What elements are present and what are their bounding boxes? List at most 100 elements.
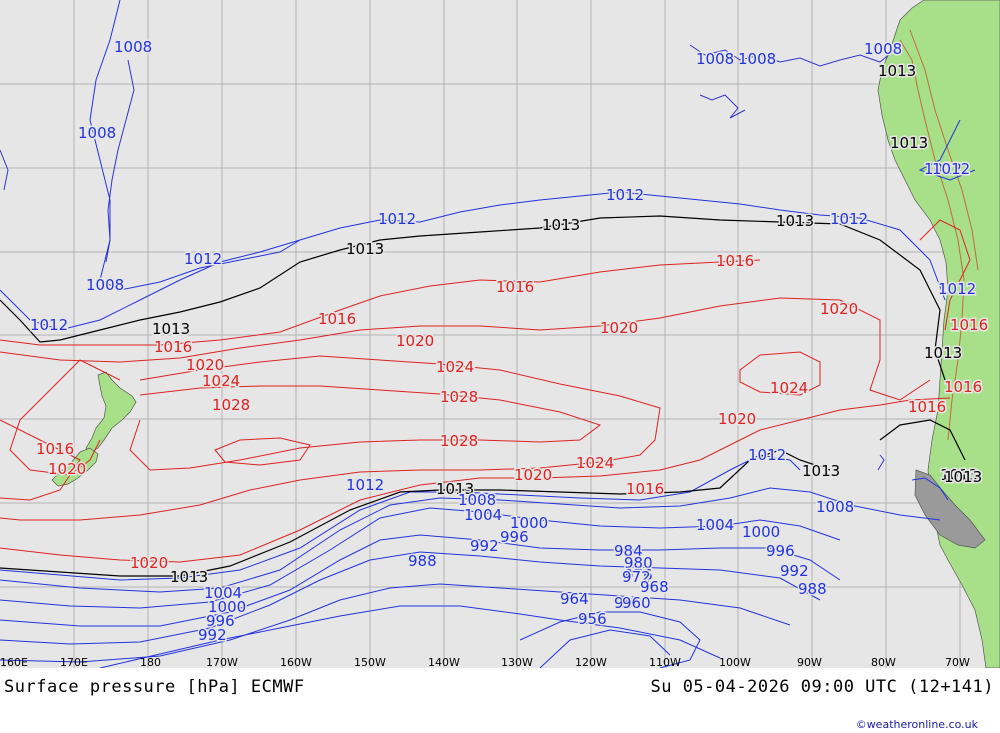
isobar-label: 1013 bbox=[170, 568, 208, 586]
lon-label-90w: 90W bbox=[797, 656, 822, 668]
lon-label-160w: 160W bbox=[280, 656, 312, 668]
isobar-label: 1012 bbox=[346, 476, 384, 494]
isobars-low bbox=[0, 0, 976, 668]
isobar-label: 976 bbox=[624, 566, 653, 584]
lon-label-110w: 110W bbox=[649, 656, 681, 668]
isobar-label: 1000 bbox=[742, 523, 780, 541]
map-canvas: 160E 170E 180 170W 160W 150W 140W 130W 1… bbox=[0, 0, 1000, 668]
isobar-label: 956 bbox=[578, 610, 607, 628]
pressure-map: 160E 170E 180 170W 160W 150W 140W 130W 1… bbox=[0, 0, 1000, 668]
isobar-label: 964 bbox=[560, 590, 589, 608]
isobar-label: 1028 bbox=[440, 432, 478, 450]
lon-label-70w: 70W bbox=[945, 656, 970, 668]
isobar-label: 1008 bbox=[864, 40, 902, 58]
map-title: Surface pressure [hPa] ECMWF bbox=[4, 677, 305, 697]
isobar-label: 1024 bbox=[202, 372, 240, 390]
isobar-label: 1000 bbox=[510, 514, 548, 532]
isobar-label: 1020 bbox=[186, 356, 224, 374]
isobar-label: 1020 bbox=[718, 410, 756, 428]
isobar-label: 1020 bbox=[48, 460, 86, 478]
isobar-label: 988 bbox=[408, 552, 437, 570]
isobar-label: 1020 bbox=[600, 319, 638, 337]
isobar-label: 1012 bbox=[924, 160, 962, 178]
longitude-labels: 160E 170E 180 170W 160W 150W 140W 130W 1… bbox=[0, 656, 970, 668]
isobar-label: 1012 bbox=[938, 280, 976, 298]
isobar-label: 980 bbox=[624, 554, 653, 572]
isobar-label: 1004 bbox=[464, 506, 502, 524]
isobar-label: 996 bbox=[500, 528, 529, 546]
isobar-label: 968 bbox=[640, 578, 669, 596]
isobar-label: 1008 bbox=[458, 491, 496, 509]
isobar-label: 1016 bbox=[626, 480, 664, 498]
lon-label-160e: 160E bbox=[0, 656, 28, 668]
south-america bbox=[877, 0, 1000, 668]
isobar-label: 992 bbox=[780, 562, 809, 580]
isobar-label: 1013 bbox=[152, 320, 190, 338]
isobar-label: 1016 bbox=[950, 316, 988, 334]
isobar-label: 988 bbox=[798, 580, 827, 598]
lon-label-140w: 140W bbox=[428, 656, 460, 668]
isobar-label: 1028 bbox=[212, 396, 250, 414]
isobar-label: 1013 bbox=[802, 462, 840, 480]
isobar-label: 1008 bbox=[78, 124, 116, 142]
isobar-label: 1016 bbox=[318, 310, 356, 328]
lon-label-100w: 100W bbox=[719, 656, 751, 668]
isobar-label: 1020 bbox=[130, 554, 168, 572]
lon-label-180: 180 bbox=[140, 656, 161, 668]
isobar-label: 1013 bbox=[542, 216, 580, 234]
isobar-label: 996 bbox=[766, 542, 795, 560]
lon-label-80w: 80W bbox=[871, 656, 896, 668]
isobar-label: 972 bbox=[622, 568, 651, 586]
isobar-label: 1012 bbox=[748, 446, 786, 464]
lon-label-170e: 170E bbox=[60, 656, 88, 668]
map-footer: Surface pressure [hPa] ECMWF Su 05-04-20… bbox=[0, 668, 1000, 733]
isobar-label: 1024 bbox=[576, 454, 614, 472]
new-zealand-north-island bbox=[85, 371, 137, 453]
isobar-label: 1016 bbox=[716, 252, 754, 270]
isobar-label: 1012 bbox=[378, 210, 416, 228]
isobar-label: 960 bbox=[622, 594, 651, 612]
isobar-label: 1012 bbox=[606, 186, 644, 204]
isobar-1013 bbox=[0, 215, 966, 577]
isobars-high bbox=[0, 219, 971, 563]
isobar-label: 1013 bbox=[346, 240, 384, 258]
isobar-label: 1024 bbox=[436, 358, 474, 376]
lon-label-170w: 170W bbox=[206, 656, 238, 668]
isobar-label: 1016 bbox=[496, 278, 534, 296]
credit-link[interactable]: ©weatheronline.co.uk bbox=[855, 718, 978, 731]
isobar-label: 1008 bbox=[696, 50, 734, 68]
isobar-label: 1004 bbox=[204, 584, 242, 602]
isobar-label: 996 bbox=[206, 612, 235, 630]
ocean-background bbox=[0, 0, 1000, 668]
isobar-label: 1013 bbox=[436, 480, 474, 498]
isobar-label: 1020 bbox=[820, 300, 858, 318]
isobar-label: 1013 bbox=[890, 134, 928, 152]
isobar-label: 984 bbox=[614, 542, 643, 560]
isobar-label: 1020 bbox=[514, 466, 552, 484]
isobar-label: 1008 bbox=[738, 50, 776, 68]
isobar-label: 1012 bbox=[932, 160, 970, 178]
lon-label-130w: 130W bbox=[501, 656, 533, 668]
isobar-label: 1000 bbox=[208, 598, 246, 616]
isobar-label: 992 bbox=[470, 537, 499, 555]
isobar-label: 1016 bbox=[908, 398, 946, 416]
isobar-label: 1008 bbox=[86, 276, 124, 294]
isobar-label: 1020 bbox=[396, 332, 434, 350]
isobar-label: 1013 bbox=[878, 62, 916, 80]
isobar-label: 1013 bbox=[924, 344, 962, 362]
isobar-label: 1013 bbox=[944, 468, 982, 486]
isobar-label: 1013 bbox=[940, 466, 978, 484]
isobar-label: 1008 bbox=[816, 498, 854, 516]
isobar-label: 1024 bbox=[770, 379, 808, 397]
isobar-label: 1013 bbox=[776, 212, 814, 230]
lon-label-150w: 150W bbox=[354, 656, 386, 668]
andes-relief bbox=[899, 29, 979, 441]
isobar-label: 1008 bbox=[114, 38, 152, 56]
isobar-label: 1012 bbox=[30, 316, 68, 334]
isobar-label: 1016 bbox=[154, 338, 192, 356]
isobar-label: 1012 bbox=[830, 210, 868, 228]
isobar-label: 988 bbox=[614, 594, 643, 612]
isobar-label: 1016 bbox=[36, 440, 74, 458]
isobar-label: 1004 bbox=[696, 516, 734, 534]
